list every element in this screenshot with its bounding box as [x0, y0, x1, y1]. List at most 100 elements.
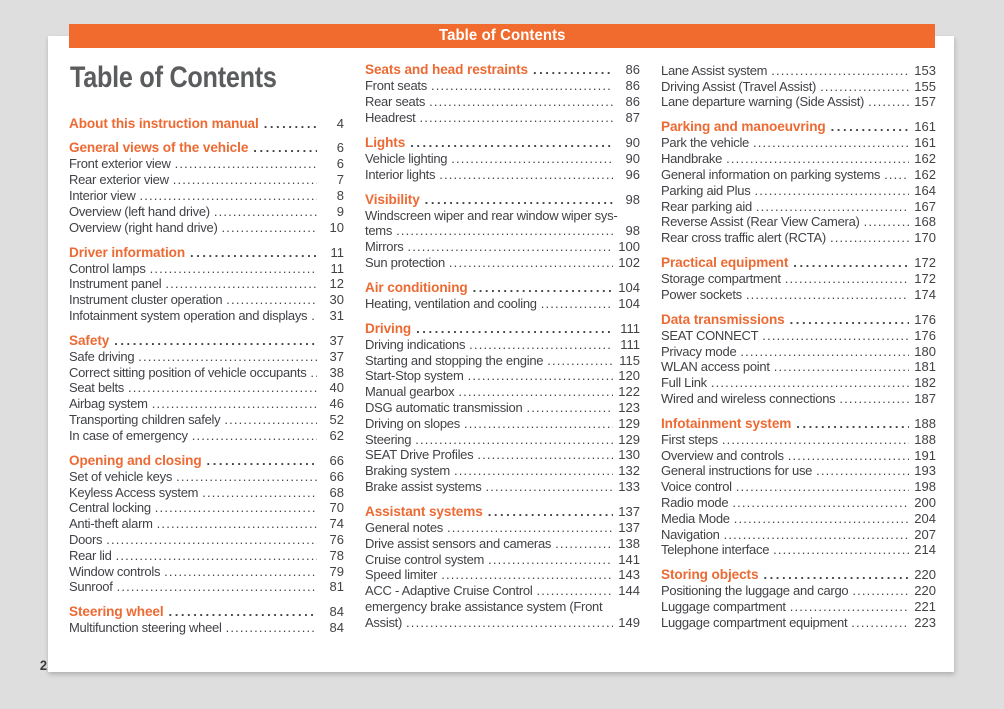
- toc-entry-row[interactable]: Speed limiter...........................…: [365, 567, 640, 583]
- toc-heading-row[interactable]: Safety..................................…: [69, 333, 344, 349]
- toc-entry-row[interactable]: Overview (left hand drive)..............…: [69, 204, 344, 220]
- toc-entry-row[interactable]: Set of vehicle keys.....................…: [69, 469, 344, 485]
- toc-entry-row[interactable]: Driving Assist (Travel Assist)..........…: [661, 79, 936, 95]
- toc-heading-row[interactable]: Practical equipment.....................…: [661, 255, 936, 271]
- toc-entry-row[interactable]: SEAT CONNECT............................…: [661, 328, 936, 344]
- toc-heading-row[interactable]: Steering wheel..........................…: [69, 604, 344, 620]
- toc-page-number: 68: [329, 484, 344, 500]
- toc-entry-row[interactable]: Reverse Assist (Rear View Camera).......…: [661, 214, 936, 230]
- toc-entry-row[interactable]: Rear seats..............................…: [365, 94, 640, 110]
- toc-entry-row[interactable]: Airbag system...........................…: [69, 396, 344, 412]
- toc-entry-row[interactable]: Driving on slopes.......................…: [365, 416, 640, 432]
- toc-heading-row[interactable]: Lights..................................…: [365, 135, 640, 151]
- toc-entry-row[interactable]: Sunroof.................................…: [69, 579, 344, 595]
- toc-entry-row[interactable]: ACC - Adaptive Cruise Control...........…: [365, 583, 640, 599]
- toc-entry-row[interactable]: Telephone interface.....................…: [661, 542, 936, 558]
- toc-entry-row[interactable]: Window controls.........................…: [69, 564, 344, 580]
- toc-entry-row[interactable]: General notes...........................…: [365, 520, 640, 536]
- toc-page-number: 138: [618, 535, 640, 551]
- toc-entry-row[interactable]: Interior view...........................…: [69, 188, 344, 204]
- toc-entry-row[interactable]: emergency brake assistance system (Front…: [365, 599, 640, 631]
- toc-heading-row[interactable]: Storing objects.........................…: [661, 567, 936, 583]
- toc-entry-row[interactable]: Privacy mode............................…: [661, 344, 936, 360]
- toc-heading-row[interactable]: Driving.................................…: [365, 321, 640, 337]
- toc-entry-row[interactable]: Drive assist sensors and cameras........…: [365, 536, 640, 552]
- toc-entry-row[interactable]: Interior lights.........................…: [365, 167, 640, 183]
- toc-entry-row[interactable]: Rear cross traffic alert (RCTA).........…: [661, 230, 936, 246]
- toc-entry-row[interactable]: Steering................................…: [365, 432, 640, 448]
- toc-entry-row[interactable]: Correct sitting position of vehicle occu…: [69, 365, 344, 381]
- toc-heading-row[interactable]: Data transmissions......................…: [661, 312, 936, 328]
- toc-entry-row[interactable]: Overview (right hand drive).............…: [69, 220, 344, 236]
- toc-entry-row[interactable]: Safe driving............................…: [69, 349, 344, 365]
- toc-entry-row[interactable]: Sun protection..........................…: [365, 255, 640, 271]
- toc-entry-row[interactable]: Rear parking aid........................…: [661, 199, 936, 215]
- toc-entry-row[interactable]: Instrument cluster operation............…: [69, 292, 344, 308]
- toc-entry-row[interactable]: Positioning the luggage and cargo.......…: [661, 583, 936, 599]
- toc-entry-row[interactable]: In case of emergency....................…: [69, 428, 344, 444]
- toc-entry-row[interactable]: Control lamps...........................…: [69, 261, 344, 277]
- toc-heading-row[interactable]: Assistant systems.......................…: [365, 504, 640, 520]
- toc-entry-row[interactable]: DSG automatic transmission..............…: [365, 400, 640, 416]
- toc-entry-row[interactable]: Luggage compartment.....................…: [661, 599, 936, 615]
- toc-entry-row[interactable]: Heating, ventilation and cooling........…: [365, 296, 640, 312]
- toc-heading-row[interactable]: Visibility..............................…: [365, 192, 640, 208]
- toc-heading-row[interactable]: Driver information......................…: [69, 245, 344, 261]
- toc-entry-row[interactable]: SEAT Drive Profiles.....................…: [365, 447, 640, 463]
- toc-heading-row[interactable]: About this instruction manual...........…: [69, 116, 344, 132]
- toc-entry-row[interactable]: Doors...................................…: [69, 532, 344, 548]
- toc-heading-row[interactable]: Infotainment system.....................…: [661, 416, 936, 432]
- toc-entry-row[interactable]: Parking aid Plus........................…: [661, 183, 936, 199]
- toc-entry-row[interactable]: Lane Assist system......................…: [661, 63, 936, 79]
- toc-entry-row[interactable]: Navigation..............................…: [661, 527, 936, 543]
- toc-entry-row[interactable]: Storage compartment.....................…: [661, 271, 936, 287]
- toc-entry-row[interactable]: Braking system..........................…: [365, 463, 640, 479]
- toc-entry-row[interactable]: Instrument panel........................…: [69, 276, 344, 292]
- toc-entry-row[interactable]: Overview and controls...................…: [661, 448, 936, 464]
- toc-heading-row[interactable]: Opening and closing.....................…: [69, 453, 344, 469]
- toc-page-number: 12: [329, 276, 344, 292]
- toc-entry-row[interactable]: Windscreen wiper and rear window wiper s…: [365, 208, 640, 240]
- toc-heading-row[interactable]: Seats and head restraints...............…: [365, 62, 640, 78]
- toc-entry-row[interactable]: Cruise control system...................…: [365, 552, 640, 568]
- toc-entry-row[interactable]: Full Link...............................…: [661, 375, 936, 391]
- toc-entry-row[interactable]: General instructions for use............…: [661, 463, 936, 479]
- toc-entry-row[interactable]: Infotainment system operation and displa…: [69, 308, 344, 324]
- toc-entry-row[interactable]: Park the vehicle........................…: [661, 135, 936, 151]
- toc-entry-row[interactable]: Front seats.............................…: [365, 78, 640, 94]
- toc-entry-row[interactable]: Transporting children safely............…: [69, 412, 344, 428]
- toc-entry-row[interactable]: Rear exterior view......................…: [69, 172, 344, 188]
- toc-entry-row[interactable]: Radio mode..............................…: [661, 495, 936, 511]
- toc-entry-row[interactable]: Front exterior view.....................…: [69, 156, 344, 172]
- toc-entry-row[interactable]: Multifunction steering wheel............…: [69, 620, 344, 636]
- toc-page-number: 123: [618, 399, 640, 415]
- toc-entry-row[interactable]: Headrest................................…: [365, 110, 640, 126]
- toc-entry-row[interactable]: Mirrors.................................…: [365, 239, 640, 255]
- toc-entry-row[interactable]: Voice control...........................…: [661, 479, 936, 495]
- toc-entry-row[interactable]: Rear lid................................…: [69, 548, 344, 564]
- toc-entry-row[interactable]: Handbrake...............................…: [661, 151, 936, 167]
- toc-entry-row[interactable]: General information on parking systems..…: [661, 167, 936, 183]
- toc-entry-row[interactable]: Media Mode..............................…: [661, 511, 936, 527]
- toc-entry-row[interactable]: Seat belts..............................…: [69, 380, 344, 396]
- toc-heading-row[interactable]: General views of the vehicle............…: [69, 140, 344, 156]
- toc-entry-row[interactable]: Starting and stopping the engine........…: [365, 353, 640, 369]
- toc-entry-row[interactable]: Start-Stop system.......................…: [365, 368, 640, 384]
- toc-entry-row[interactable]: Brake assist systems....................…: [365, 479, 640, 495]
- toc-entry-row[interactable]: Central locking.........................…: [69, 500, 344, 516]
- dot-leader: ........................................…: [740, 343, 909, 359]
- toc-entry-row[interactable]: Wired and wireless connections..........…: [661, 391, 936, 407]
- toc-entry-row[interactable]: Power sockets...........................…: [661, 287, 936, 303]
- toc-entry-row[interactable]: Vehicle lighting........................…: [365, 151, 640, 167]
- toc-entry-row[interactable]: Anti-theft alarm........................…: [69, 516, 344, 532]
- toc-entry-label: Steering: [365, 431, 412, 447]
- toc-entry-row[interactable]: Luggage compartment equipment...........…: [661, 615, 936, 631]
- toc-heading-row[interactable]: Parking and manoeuvring.................…: [661, 119, 936, 135]
- toc-entry-row[interactable]: Lane departure warning (Side Assist)....…: [661, 94, 936, 110]
- toc-heading-row[interactable]: Air conditioning........................…: [365, 280, 640, 296]
- toc-entry-row[interactable]: Driving indications.....................…: [365, 337, 640, 353]
- toc-entry-row[interactable]: First steps.............................…: [661, 432, 936, 448]
- toc-entry-row[interactable]: Manual gearbox..........................…: [365, 384, 640, 400]
- toc-entry-row[interactable]: WLAN access point.......................…: [661, 359, 936, 375]
- toc-entry-row[interactable]: Keyless Access system...................…: [69, 485, 344, 501]
